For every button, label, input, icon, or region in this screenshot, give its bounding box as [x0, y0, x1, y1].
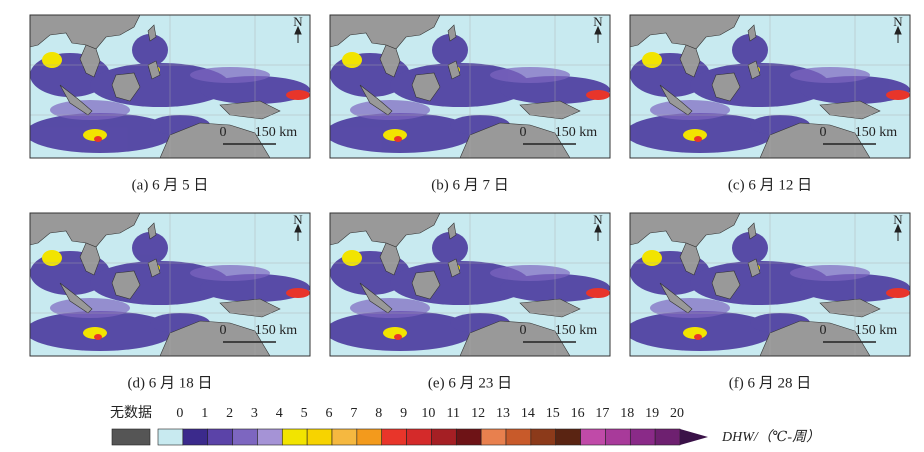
colorbar-tick-label: 2	[226, 406, 233, 421]
colorbar-tick-label: 6	[326, 406, 333, 421]
north-arrow	[294, 25, 302, 43]
map-frame	[29, 212, 311, 357]
map-panel: N 0 150 km	[329, 14, 611, 159]
colorbar-tick-label: 12	[471, 406, 485, 421]
colorbar-segment	[431, 428, 457, 446]
colorbar-tick-label: 10	[421, 406, 435, 421]
colorbar-segment	[654, 428, 681, 446]
map-frame	[629, 212, 911, 357]
colorbar-segment	[331, 428, 358, 446]
scale-end: 150 km	[855, 323, 898, 338]
panel-caption: (d) 6 月 18 日	[128, 375, 213, 391]
colorbar-segment	[306, 428, 333, 446]
colorbar-tick-label: 16	[571, 406, 585, 421]
colorbar-tick-label: 1	[201, 406, 208, 421]
map-panel: N 0 150 km	[29, 212, 311, 357]
colorbar-segment	[381, 428, 407, 446]
scale-end: 150 km	[555, 323, 598, 338]
colorbar-tick-label: 8	[375, 406, 382, 421]
north-label: N	[293, 14, 303, 29]
colorbar-segment	[232, 428, 258, 446]
map-frame	[629, 14, 911, 159]
map-panel: N 0 150 km	[629, 212, 911, 357]
colorbar-tick-label: 3	[251, 406, 258, 421]
colorbar-segment	[555, 428, 581, 446]
no-data-label: 无数据	[110, 405, 152, 421]
colorbar-segment	[356, 428, 383, 446]
scale-start: 0	[820, 125, 827, 140]
colorbar-tick-label: 15	[546, 406, 560, 421]
colorbar-segment	[406, 428, 432, 446]
north-arrow	[894, 223, 902, 241]
scale-start: 0	[820, 323, 827, 338]
scale-start: 0	[220, 323, 227, 338]
scale-end: 150 km	[255, 125, 298, 140]
map-panel: N 0 150 km	[629, 14, 911, 159]
colorbar-segment	[530, 428, 557, 446]
map-frame	[29, 14, 311, 159]
colorbar-tick-label: 17	[595, 406, 609, 421]
scale-start: 0	[220, 125, 227, 140]
colorbar-segment	[505, 428, 532, 446]
colorbar-tick-label: 18	[620, 406, 634, 421]
panel-caption: (f) 6 月 28 日	[729, 375, 812, 391]
colorbar-tick-label: 20	[670, 406, 684, 421]
map-panel: N 0 150 km	[329, 212, 611, 357]
north-arrow	[294, 223, 302, 241]
colorbar-unit: DHW/（℃-周）	[721, 429, 820, 445]
colorbar-segment	[455, 428, 482, 446]
panel-caption: (c) 6 月 12 日	[728, 177, 812, 193]
panel-caption: (e) 6 月 23 日	[428, 375, 512, 391]
panel-caption: (a) 6 月 5 日	[132, 177, 209, 193]
colorbar-tick-label: 14	[521, 406, 535, 421]
north-arrow	[594, 25, 602, 43]
colorbar-arrow	[680, 429, 708, 445]
colorbar-segment	[605, 428, 631, 446]
map-frame	[329, 14, 611, 159]
north-label: N	[293, 212, 303, 227]
north-label: N	[893, 212, 903, 227]
map-frame	[329, 212, 611, 357]
north-arrow	[894, 25, 902, 43]
colorbar-tick-label: 0	[176, 406, 183, 421]
colorbar-segment	[281, 428, 308, 446]
north-label: N	[893, 14, 903, 29]
colorbar-tick-label: 9	[400, 406, 407, 421]
no-data-swatch	[111, 428, 151, 446]
scale-start: 0	[520, 323, 527, 338]
colorbar-segment	[157, 428, 184, 446]
colorbar-tick-label: 19	[645, 406, 659, 421]
colorbar-segment	[182, 428, 209, 446]
north-arrow	[594, 223, 602, 241]
scale-start: 0	[520, 125, 527, 140]
colorbar-segment	[480, 428, 507, 446]
north-label: N	[593, 212, 603, 227]
scale-end: 150 km	[855, 125, 898, 140]
colorbar-tick-label: 13	[496, 406, 510, 421]
colorbar-tick-label: 7	[350, 406, 357, 421]
scale-end: 150 km	[255, 323, 298, 338]
north-label: N	[593, 14, 603, 29]
colorbar-tick-label: 11	[447, 406, 460, 421]
colorbar-segment	[207, 428, 233, 446]
colorbar-segment	[257, 428, 283, 446]
map-panel: N 0 150 km	[29, 14, 311, 159]
colorbar-segment	[580, 428, 606, 446]
colorbar-segment	[629, 428, 656, 446]
panel-caption: (b) 6 月 7 日	[431, 177, 509, 193]
colorbar-tick-label: 5	[301, 406, 308, 421]
colorbar-tick-label: 4	[276, 406, 283, 421]
scale-end: 150 km	[555, 125, 598, 140]
